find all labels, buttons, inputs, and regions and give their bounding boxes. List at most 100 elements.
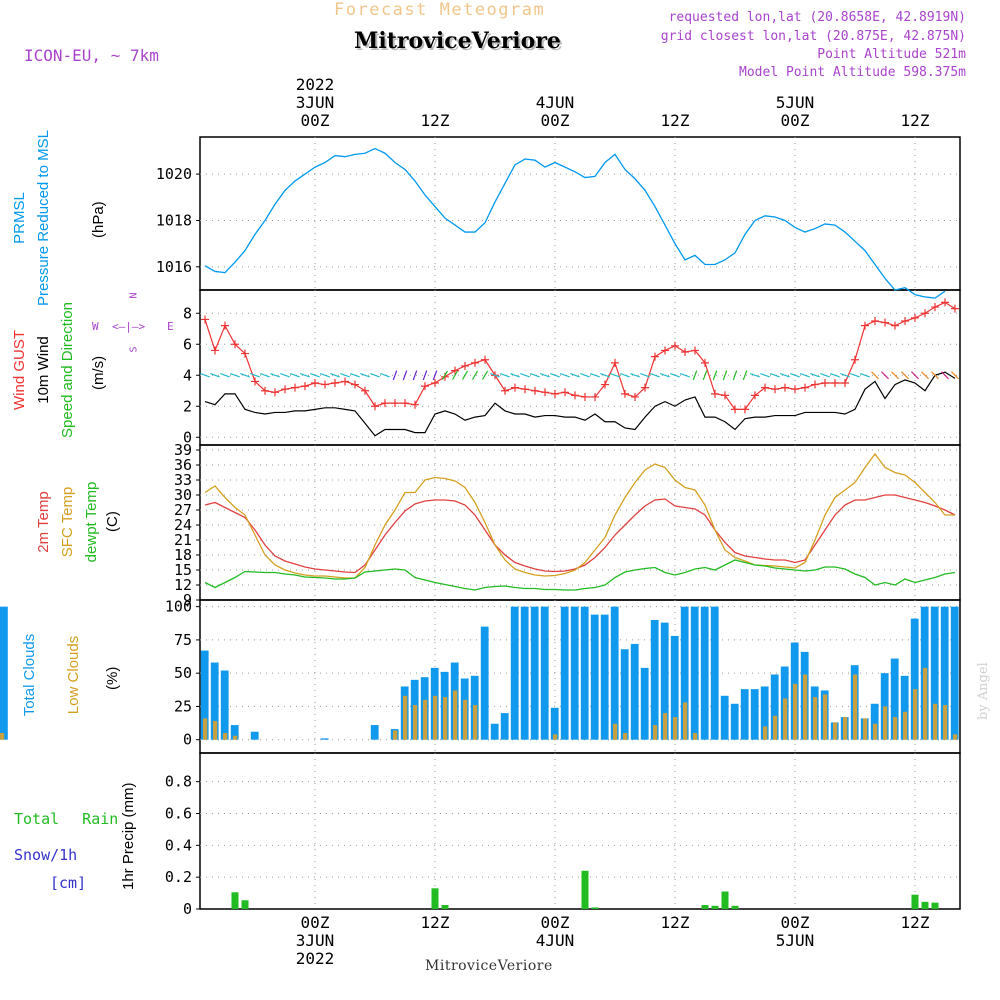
low-cloud-bar [813,697,818,740]
pressure-line [204,147,946,299]
total-cloud-bar [720,695,729,740]
wind-direction-arrow [891,371,899,380]
gust-marker [801,383,809,392]
gust-marker [361,386,369,395]
top-time-label: 5JUN [776,93,815,112]
total-cloud-bar [370,725,379,740]
total-cloud-bar [510,606,519,740]
temp-2m-line [204,494,956,574]
low-cloud-bar [623,733,628,740]
gust-marker [441,372,449,381]
ytick-label-temperature: 9 [183,591,192,609]
wind-direction-arrow [770,372,780,378]
wind-direction-arrow [230,372,240,378]
gust-marker [211,346,219,355]
gust-marker [761,383,769,392]
gust-marker [221,321,229,330]
wind-direction-arrow [871,371,879,380]
rain-bar [431,888,439,909]
gust-marker [941,298,949,307]
wind-direction-arrow [510,372,520,378]
gust-marker [861,321,869,330]
total-cloud-bar [930,606,939,740]
gust-marker [391,399,399,408]
ytick-label-pressure: 1018 [156,211,192,229]
ytick-label-precip: 0.6 [165,804,192,822]
ytick-label-temperature: 18 [174,546,192,564]
gust-marker [201,315,209,324]
cloud-labels: Total Clouds Low Clouds [8,620,96,730]
wind-direction-arrow [702,370,708,381]
compass-arrows: <—|—> [112,320,146,333]
wind-direction-arrow [712,370,718,381]
gust-marker [791,385,799,394]
gust-marker [751,391,759,400]
wind-direction-arrow [290,372,300,378]
low-cloud-bar [903,711,908,740]
wind-direction-arrow [330,372,340,378]
wind-direction-arrow [402,370,408,381]
low-cloud-bar [833,722,838,740]
wind-direction-arrow [610,372,620,378]
total-cloud-bar [900,675,909,740]
rain-bar [701,905,709,909]
wind-direction-arrow [300,372,310,378]
wind-direction-arrow [240,372,250,378]
gust-marker [331,379,339,387]
ytick-label-temperature: 36 [174,456,192,474]
wind-direction-arrow [210,372,220,378]
cloud-unit: (%) [104,666,121,690]
total-cloud-bar [670,635,679,740]
gust-marker [591,392,599,401]
location-title: MitroviceVeriore [354,28,561,54]
ytick-label-wind: 2 [183,397,192,415]
low-cloud-bar [403,695,408,740]
wind-direction-arrow [471,370,479,380]
ytick-label-pressure: 1020 [156,165,192,183]
gust-marker [701,358,709,367]
low-cloud-bar [683,702,688,740]
low-cloud-bar [0,733,5,740]
compass-e: E [167,320,174,333]
wind-direction-arrow [360,372,370,378]
ytick-label-clouds: 50 [174,664,192,682]
wind-direction-arrow [560,372,570,378]
rain-bar [721,891,729,909]
wind-direction-arrow [640,372,650,378]
total-cloud-bar [940,606,949,740]
temp-label-dew: dewpt Temp [83,481,100,563]
low-cloud-bar [803,674,808,740]
low-cloud-bar [883,706,888,740]
wind-direction-arrow [200,372,210,378]
gust-marker [551,389,559,398]
low-cloud-bar [653,725,658,740]
low-cloud-bar [793,683,798,740]
low-cloud-bar [393,730,398,740]
total-cloud-bar [230,725,239,740]
top-time-label: 4JUN [536,93,575,112]
temp-label-2m: 2m Temp [35,491,52,553]
low-cloud-bar [233,735,238,740]
bottom-time-label: 00Z [781,913,810,932]
low-cloud-bar [823,694,828,740]
gust-marker [351,380,359,389]
ytick-label-precip: 0.8 [165,773,192,791]
gust-marker [481,355,489,364]
panel-frame-precip [199,752,961,910]
gust-marker [721,391,729,400]
gust-marker [341,377,349,386]
gust-line [204,301,956,410]
top-time-label: 12Z [421,111,450,130]
wind-direction-arrow [650,372,660,378]
wind-direction-arrow [620,372,630,378]
gust-marker [711,389,719,398]
gust-marker [911,313,919,322]
wind-direction-arrow [780,372,790,378]
gust-marker [891,321,899,330]
gust-marker [951,304,959,313]
gust-marker [661,346,669,355]
wind-direction-arrow [810,372,820,378]
wind-direction-arrow [441,370,449,380]
precip-ylabel: 1hr Precip (mm) [120,782,137,890]
